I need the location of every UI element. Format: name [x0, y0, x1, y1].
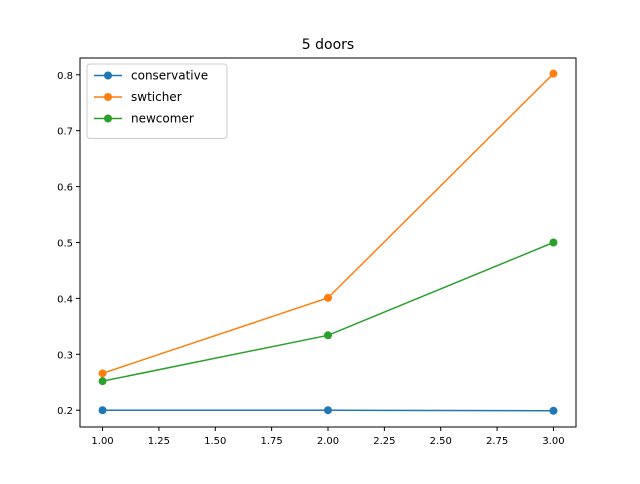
series-line — [102, 241, 554, 382]
x-tick-label: 2.50 — [430, 436, 452, 447]
data-point — [549, 69, 558, 78]
x-tick-label: 2.75 — [486, 436, 508, 447]
data-point — [549, 238, 558, 247]
chart-title: 5 doors — [302, 37, 354, 53]
legend-box — [86, 63, 228, 139]
series-layer — [98, 69, 558, 415]
y-tick-label: 0.7 — [57, 127, 73, 138]
legend-label: newcomer — [131, 112, 194, 126]
data-point — [98, 406, 107, 415]
x-tick-label: 2.00 — [317, 436, 339, 447]
x-tick-label: 1.00 — [91, 436, 113, 447]
data-point — [98, 369, 107, 378]
legend-item: conservative — [94, 69, 208, 83]
legend-label: swticher — [131, 90, 182, 104]
series-newcomer — [98, 238, 558, 386]
x-tick-label: 1.25 — [148, 436, 170, 447]
y-tick-label: 0.4 — [57, 294, 73, 305]
data-point — [98, 377, 107, 386]
x-tick-label: 1.50 — [204, 436, 226, 447]
legend: conservative swticher newcomer — [86, 63, 228, 139]
series-swticher — [98, 69, 558, 378]
series-conservative — [98, 406, 558, 415]
legend-marker — [104, 71, 112, 80]
y-tick-label: 0.3 — [57, 350, 73, 361]
legend-item: swticher — [94, 90, 182, 104]
data-point — [324, 331, 332, 340]
legend-marker — [104, 114, 112, 123]
legend-item: newcomer — [94, 112, 194, 126]
axis-ticks: 1.00 1.25 1.50 1.75 2.00 2.25 2.50 2.75 3.00 0.2 0… — [57, 71, 564, 447]
y-tick-label: 0.2 — [57, 406, 73, 417]
x-tick-label: 3.00 — [542, 436, 564, 447]
x-tick-label: 1.75 — [261, 436, 283, 447]
x-tick-label: 2.25 — [373, 436, 395, 447]
legend-marker — [104, 93, 112, 101]
plot-frame — [79, 57, 577, 428]
y-tick-label: 0.6 — [57, 183, 73, 194]
data-point — [549, 406, 558, 415]
y-tick-label: 0.5 — [57, 239, 73, 250]
data-point — [324, 293, 332, 302]
data-point — [324, 406, 332, 415]
y-tick-label: 0.8 — [57, 71, 73, 82]
legend-label: conservative — [131, 69, 208, 83]
